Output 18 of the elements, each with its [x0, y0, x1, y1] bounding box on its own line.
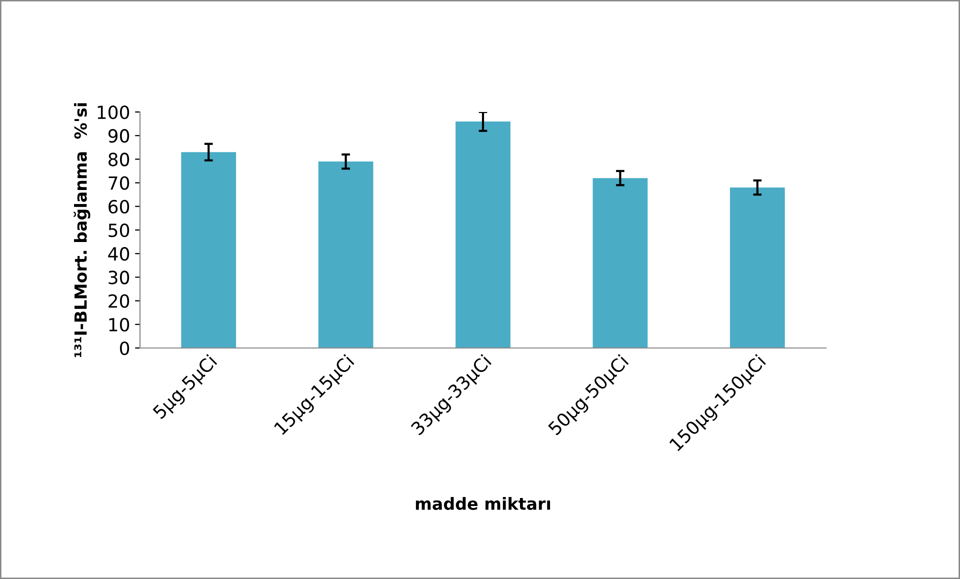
y-axis-title: ¹³¹I-BLMort. bağlanma %'si: [74, 103, 90, 358]
bar: [181, 152, 236, 348]
y-tick-label: 0: [120, 341, 130, 356]
y-tick-label: 100: [98, 105, 130, 120]
bar: [456, 121, 510, 348]
y-tick-label: 40: [108, 247, 130, 261]
y-tick-label: 90: [108, 129, 130, 143]
y-tick-label: 10: [109, 318, 130, 332]
bar: [318, 162, 374, 348]
y-tick-label: 50: [108, 223, 130, 238]
x-axis-title: madde miktarı: [416, 497, 550, 510]
bar: [730, 188, 785, 348]
y-tick-label: 20: [108, 294, 130, 308]
y-tick-label: 80: [108, 152, 130, 166]
y-tick-label: 60: [108, 200, 130, 214]
bar: [592, 178, 648, 348]
y-tick-label: 70: [108, 176, 130, 190]
y-tick-label: 30: [108, 270, 130, 284]
